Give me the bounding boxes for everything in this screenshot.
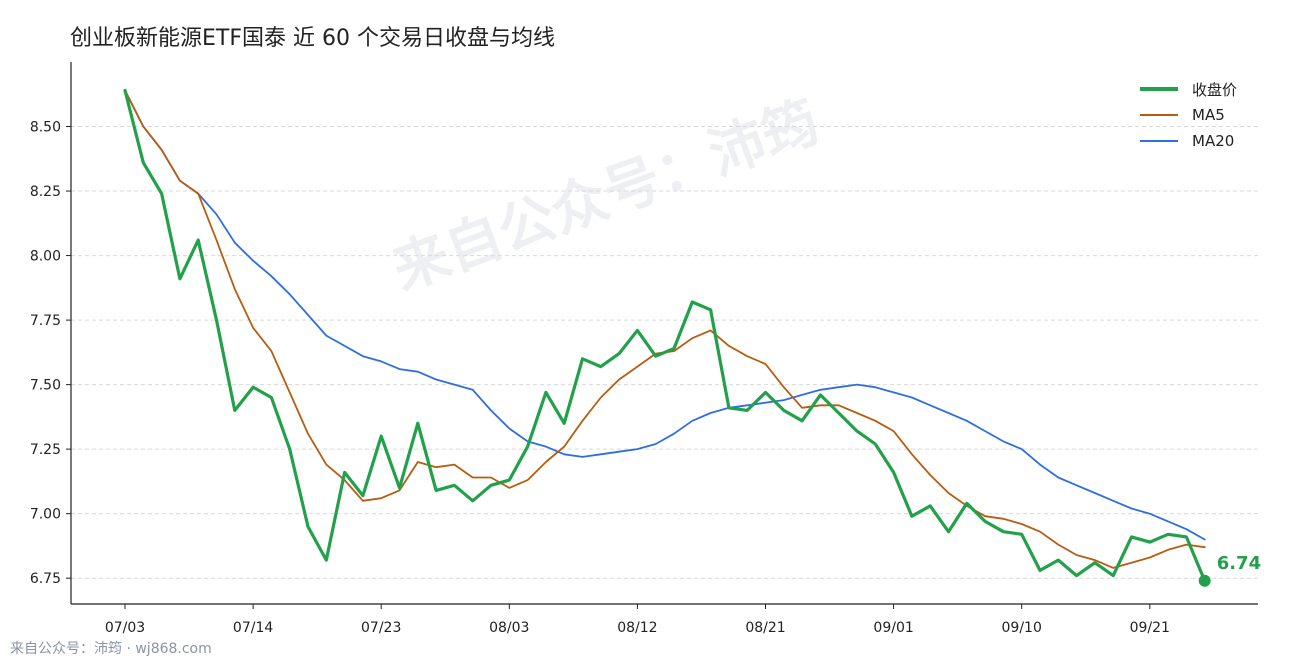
y-tick-label: 8.50 [30,120,61,136]
tick-labels: 6.75 7.00 7.25 7.50 7.75 8.00 8.25 8.50 07/03 07/… [30,120,1261,636]
footer-credit: 来自公众号：沛筠 · wj868.com [10,641,212,657]
legend-swatch-ma5 [1140,114,1178,116]
x-tick-label: 08/12 [617,620,657,636]
legend-swatch-close [1140,87,1178,91]
y-tick-label: 7.00 [30,507,61,523]
x-tick-label: 09/01 [873,620,913,636]
x-tick-label: 08/03 [489,620,529,636]
series-lines [123,88,1211,587]
chart-title: 创业板新能源ETF国泰 近 60 个交易日收盘与均线 [70,26,555,51]
close-price-line [123,88,1207,583]
legend-label-ma5: MA5 [1192,106,1225,124]
y-tick-label: 7.75 [30,313,61,329]
legend-item-ma5: MA5 [1140,102,1237,128]
y-tick-label: 6.75 [30,571,61,587]
x-tick-label: 09/10 [1002,620,1042,636]
x-tick-label: 09/21 [1130,620,1170,636]
axes [66,62,1258,609]
y-tick-label: 7.25 [30,442,61,458]
legend-label-close: 收盘价 [1192,80,1238,99]
x-tick-label: 07/14 [233,620,273,636]
y-tick-label: 8.25 [30,184,61,200]
ma5-line [124,89,1206,569]
x-tick-label: 07/03 [105,620,145,636]
y-tick-label: 7.50 [30,378,61,394]
x-tick-label: 07/23 [361,620,401,636]
last-close-label: 6.74 [1217,553,1261,574]
legend-item-close: 收盘价 [1140,76,1237,102]
last-close-marker [1198,574,1211,587]
legend-swatch-ma20 [1140,140,1178,142]
legend-label-ma20: MA20 [1192,132,1235,150]
legend-item-ma20: MA20 [1140,128,1237,154]
chart-legend: 收盘价 MA5 MA20 [1140,76,1237,154]
y-tick-label: 8.00 [30,249,61,265]
x-tick-label: 08/21 [745,620,785,636]
ma20-line [124,89,1206,541]
grid-lines [71,126,1258,579]
